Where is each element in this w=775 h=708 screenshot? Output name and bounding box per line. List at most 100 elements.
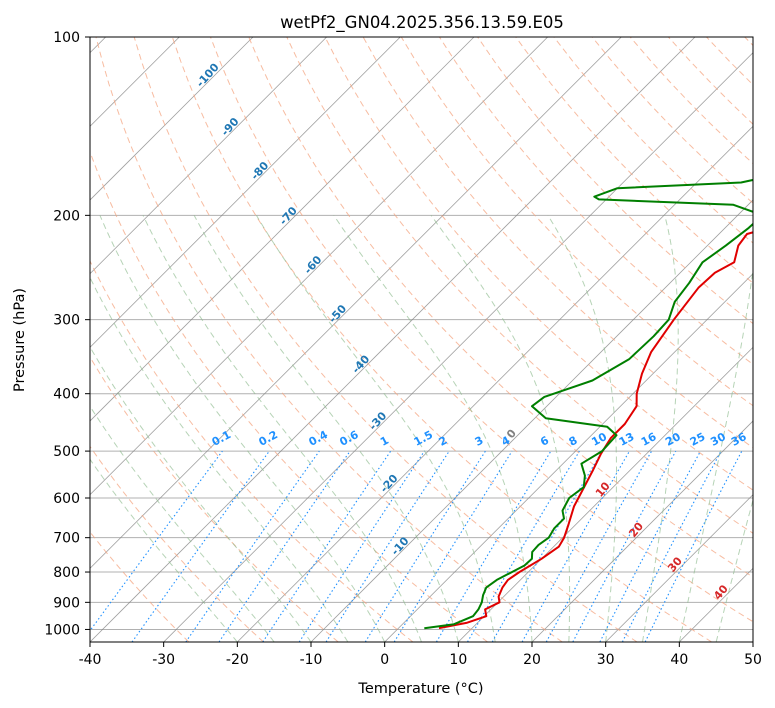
y-axis-label: Pressure (hPa)	[12, 288, 28, 392]
moist-adiabat-line	[430, 215, 571, 642]
x-tick-label: -20	[226, 652, 249, 668]
dry-adiabat-line	[95, 37, 563, 642]
mixing-ratio-line	[572, 450, 677, 642]
isotherm-line	[90, 37, 548, 496]
mixing-ratio-label: 1	[378, 434, 391, 449]
dry-adiabat-line	[90, 150, 488, 642]
moist-adiabat-line	[90, 345, 312, 642]
mixing-ratio-label: 6	[538, 434, 551, 449]
mixing-ratio-line	[325, 450, 450, 642]
dry-adiabat-line	[706, 37, 753, 86]
x-tick-label: -10	[300, 652, 323, 668]
temperature-profile-line	[438, 231, 753, 630]
mixing-ratio-label: 25	[688, 430, 708, 449]
dry-adiabat-label: -100	[194, 61, 222, 90]
moist-adiabat-label: 20	[626, 520, 646, 540]
x-tick-label: 0	[380, 652, 389, 668]
dry-adiabat-label: -30	[366, 409, 389, 433]
mixing-ratio-label: 0.6	[337, 428, 361, 449]
mixing-ratio-line	[599, 450, 701, 642]
dry-adiabat-line	[668, 37, 753, 125]
mixing-ratio-label: 0.1	[210, 428, 233, 449]
moist-adiabat-line	[333, 215, 533, 642]
moist-adiabat-line	[547, 215, 617, 642]
dry-adiabat-line	[744, 37, 753, 47]
isotherm-line	[90, 37, 254, 201]
profile-series	[424, 178, 753, 630]
isotherm-line	[679, 567, 753, 642]
moist-adiabat-line	[193, 215, 459, 642]
mixing-ratio-line	[131, 450, 270, 642]
x-tick-label: 30	[597, 652, 615, 668]
mixing-ratio-label: 20	[663, 430, 683, 449]
dry-adiabat-label: -80	[248, 159, 271, 183]
moist-adiabat-line	[142, 215, 422, 642]
mixing-ratio-line	[393, 450, 513, 642]
dry-adiabat-line	[90, 259, 414, 642]
mixing-ratio-label: 30	[708, 430, 728, 449]
mixing-ratio-label: 0.4	[307, 428, 331, 449]
dry-adiabat-line	[210, 37, 753, 623]
x-tick-label: -30	[152, 652, 175, 668]
mixing-ratio-line	[435, 450, 552, 642]
isotherm-line	[310, 199, 753, 642]
mixing-ratio-line	[90, 450, 223, 632]
mixing-ratio-label: 16	[639, 430, 659, 449]
mixing-ratio-line	[644, 450, 743, 642]
dry-adiabat-label: -20	[378, 472, 401, 496]
dry-adiabat-line	[90, 445, 264, 642]
background-lines	[90, 37, 753, 642]
dry-adiabat-line	[286, 37, 753, 534]
dry-adiabat-label: -40	[349, 352, 372, 376]
x-tick-label: 10	[449, 652, 467, 668]
dry-adiabat-line	[133, 37, 638, 642]
plot-frame	[89, 36, 754, 643]
dry-adiabat-line	[324, 37, 753, 491]
isotherm-line	[90, 37, 622, 569]
isotherm-line	[163, 52, 753, 642]
y-tick-label: 100	[53, 30, 80, 46]
y-tick-label: 900	[53, 595, 80, 611]
isotherm-line	[90, 37, 327, 275]
mixing-ratio-line	[185, 450, 320, 642]
dry-adiabat-line	[90, 356, 339, 642]
dry-adiabat-label: -90	[219, 115, 242, 139]
dewpoint-profile-line	[424, 178, 753, 630]
isotherm-line	[531, 420, 753, 642]
x-tick-label: 20	[523, 652, 541, 668]
moist-adiabat-line	[90, 405, 275, 642]
moist-adiabat-line	[90, 458, 238, 642]
mixing-ratio-line	[218, 450, 351, 642]
isotherm-line	[458, 346, 753, 642]
dry-adiabat-line	[171, 37, 712, 642]
mixing-ratio-label: 36	[729, 430, 749, 449]
mixing-ratio-label: 8	[567, 434, 580, 449]
moist-adiabat-label: 10	[593, 479, 613, 499]
isotherm-line	[90, 37, 475, 422]
dry-adiabat-line	[248, 37, 753, 578]
moist-adiabat-label: 40	[711, 582, 731, 602]
moist-adiabat-line	[678, 265, 753, 642]
dry-adiabat-line	[515, 37, 753, 284]
y-tick-label: 400	[53, 387, 80, 403]
mixing-ratio-label: 3	[473, 434, 486, 449]
mixing-ratio-label: 1.5	[412, 428, 435, 449]
mixing-ratio-line	[467, 450, 580, 642]
mixing-ratio-line	[262, 450, 392, 642]
dry-adiabat-line	[553, 37, 753, 244]
dry-adiabat-label: -60	[302, 253, 325, 277]
mixing-ratio-label: 10	[589, 430, 609, 449]
x-tick-label: 40	[670, 652, 688, 668]
mixing-ratio-label: 0.2	[257, 428, 280, 449]
y-tick-label: 300	[53, 313, 80, 329]
x-tick-label: 50	[744, 652, 762, 668]
y-tick-label: 600	[53, 491, 80, 507]
isotherm-line	[237, 125, 753, 642]
isotherm-line	[752, 641, 753, 642]
dry-adiabat-line	[591, 37, 753, 204]
mixing-ratio-label: 2	[437, 434, 450, 449]
x-axis-label: Temperature (°C)	[357, 681, 483, 697]
mixing-ratio-line	[545, 450, 653, 642]
